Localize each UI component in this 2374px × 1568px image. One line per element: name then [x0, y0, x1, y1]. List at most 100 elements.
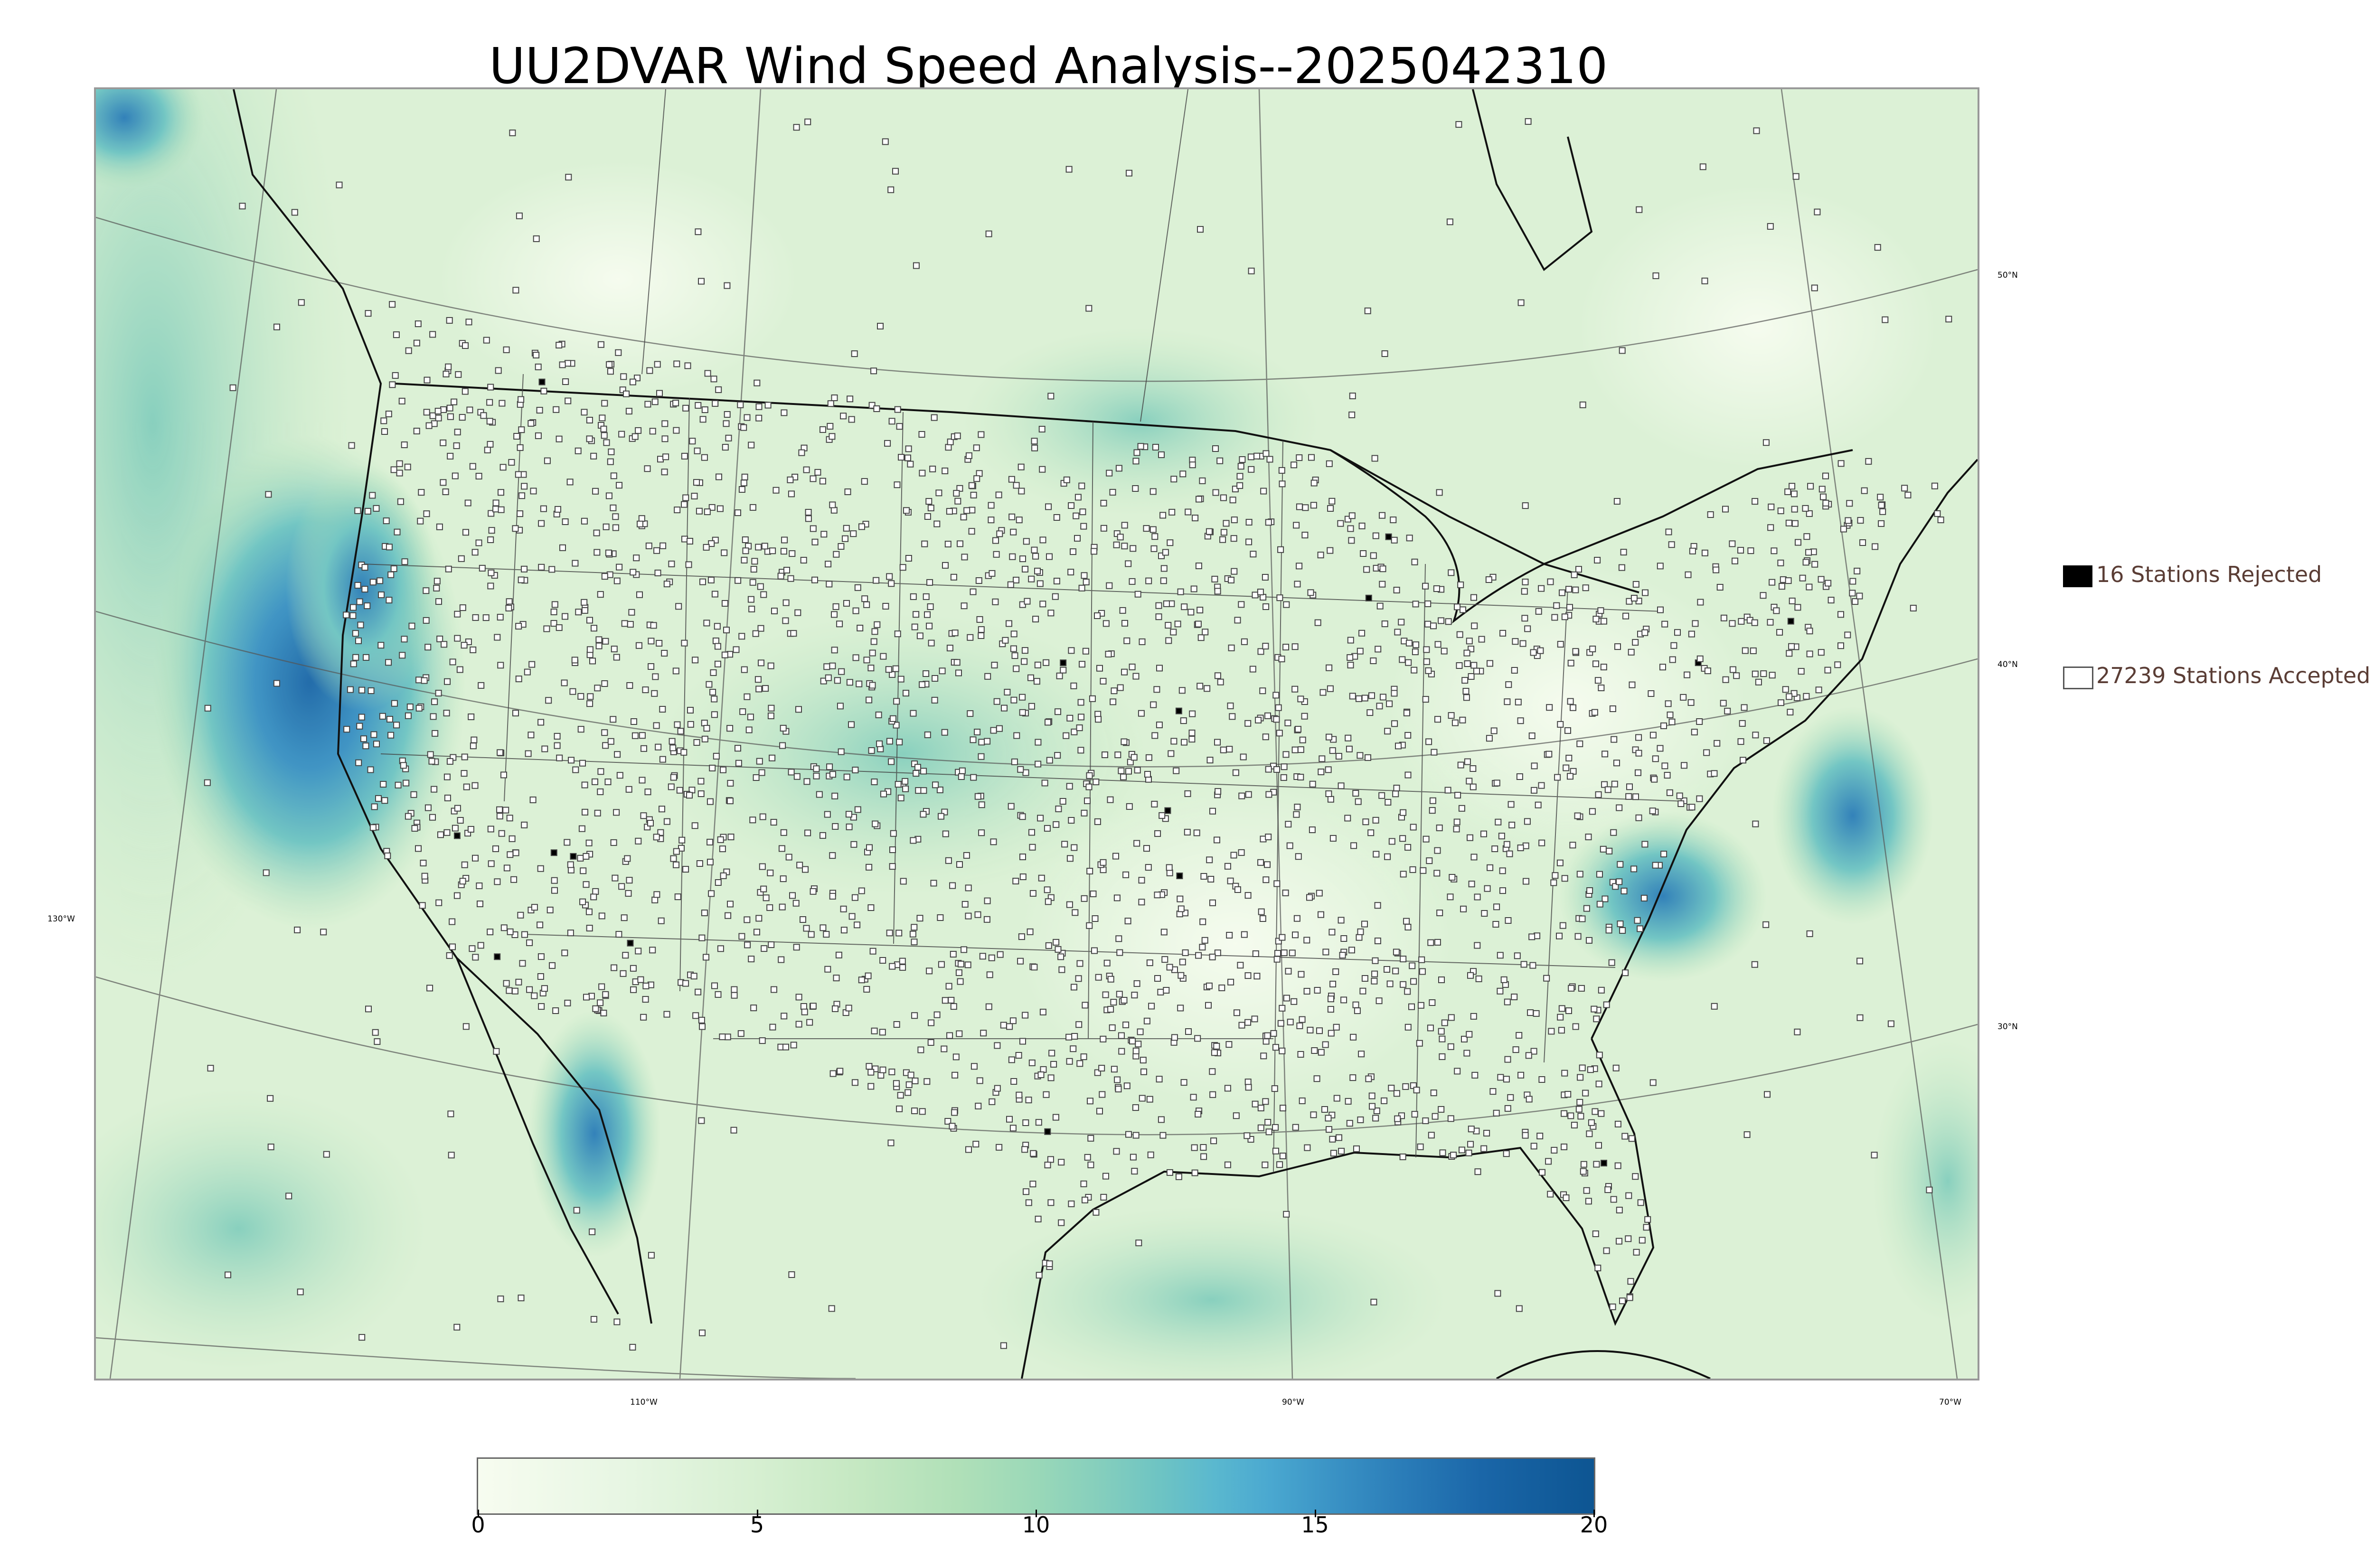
- station-marker: [469, 463, 476, 470]
- station-marker: [1614, 1162, 1621, 1169]
- station-marker: [1538, 782, 1545, 789]
- station-marker: [1296, 563, 1303, 570]
- station-marker: [1408, 1003, 1415, 1010]
- station-marker: [837, 703, 844, 710]
- station-marker: [1143, 1017, 1150, 1024]
- station-marker: [1616, 878, 1623, 885]
- station-marker: [1082, 648, 1089, 655]
- station-marker: [963, 852, 970, 859]
- station-marker: [1625, 1235, 1632, 1242]
- station-marker: [453, 442, 460, 449]
- station-marker: [1031, 964, 1038, 971]
- station-marker: [343, 611, 350, 619]
- station-marker: [586, 700, 594, 707]
- station-marker: [1492, 921, 1499, 928]
- station-marker: [1241, 638, 1248, 645]
- station-marker: [1044, 825, 1051, 832]
- station-marker: [1257, 648, 1264, 655]
- station-marker: [1195, 952, 1202, 959]
- station-marker: [724, 282, 731, 289]
- station-marker: [1237, 962, 1244, 969]
- accepted-label: 27239 Stations Accepted: [2096, 663, 2371, 688]
- station-marker: [780, 829, 787, 836]
- station-marker: [297, 1288, 304, 1296]
- station-marker: [606, 361, 613, 368]
- station-marker: [903, 690, 909, 697]
- station-marker: [1618, 564, 1625, 571]
- station-marker: [1018, 933, 1025, 940]
- station-marker: [1021, 1146, 1028, 1153]
- station-marker: [1257, 1105, 1264, 1111]
- station-marker: [1641, 841, 1649, 848]
- station-marker: [1494, 1290, 1501, 1297]
- station-marker: [517, 911, 524, 919]
- station-marker: [939, 667, 946, 675]
- station-marker: [848, 913, 856, 920]
- station-marker: [564, 999, 571, 1006]
- station-marker: [1025, 1199, 1032, 1206]
- station-marker: [1394, 1115, 1401, 1122]
- station-marker: [1430, 1089, 1437, 1097]
- station-marker: [1031, 444, 1038, 451]
- station-marker: [1608, 959, 1615, 966]
- station-marker: [749, 504, 756, 511]
- station-marker: [756, 758, 763, 765]
- station-marker: [863, 986, 870, 993]
- station-marker: [919, 1108, 926, 1115]
- station-marker: [348, 442, 355, 449]
- station-marker: [1333, 1023, 1340, 1031]
- station-marker: [668, 783, 675, 790]
- station-marker: [1554, 774, 1561, 781]
- station-marker: [992, 598, 999, 605]
- station-marker: [521, 565, 528, 573]
- station-marker: [1121, 620, 1128, 627]
- station-marker: [600, 1010, 607, 1016]
- station-marker: [1379, 512, 1385, 519]
- station-marker: [1586, 1130, 1593, 1137]
- station-marker: [1179, 958, 1186, 966]
- station-marker: [1028, 703, 1035, 710]
- station-marker: [996, 1144, 1003, 1151]
- station-marker: [592, 888, 599, 895]
- station-marker: [923, 670, 930, 677]
- station-marker: [630, 569, 637, 576]
- station-marker: [572, 560, 579, 567]
- station-marker: [410, 791, 417, 798]
- station-marker: [768, 704, 775, 712]
- station-marker: [497, 614, 504, 621]
- lon-label-110w: 110°W: [630, 1398, 658, 1407]
- station-marker: [1060, 667, 1067, 674]
- station-marker: [445, 363, 452, 370]
- station-marker: [435, 899, 443, 906]
- station-marker: [615, 931, 622, 938]
- station-marker: [443, 710, 450, 717]
- station-marker: [1628, 648, 1635, 656]
- station-marker: [1600, 664, 1607, 671]
- wind-speed-map[interactable]: [94, 87, 1979, 1380]
- station-marker: [893, 1021, 900, 1028]
- station-marker: [1582, 1089, 1589, 1097]
- station-marker: [540, 387, 547, 394]
- station-marker: [985, 230, 992, 237]
- station-marker: [970, 491, 977, 498]
- station-marker: [863, 657, 870, 664]
- station-marker: [462, 1023, 470, 1030]
- station-marker: [1190, 585, 1197, 592]
- station-marker: [1326, 460, 1333, 467]
- station-marker: [1374, 902, 1381, 909]
- station-marker: [686, 792, 693, 799]
- station-marker: [759, 863, 766, 870]
- station-marker: [1107, 976, 1114, 983]
- station-marker: [1619, 1297, 1626, 1305]
- station-marker: [556, 754, 563, 761]
- station-marker: [358, 1334, 366, 1341]
- station-marker: [1409, 866, 1416, 873]
- station-marker: [941, 1045, 948, 1052]
- station-marker: [961, 946, 968, 953]
- station-marker: [783, 567, 790, 573]
- station-marker: [612, 524, 619, 531]
- station-marker: [1612, 1064, 1620, 1071]
- station-marker: [1466, 638, 1473, 645]
- station-marker: [716, 473, 722, 480]
- station-marker: [1043, 1091, 1050, 1098]
